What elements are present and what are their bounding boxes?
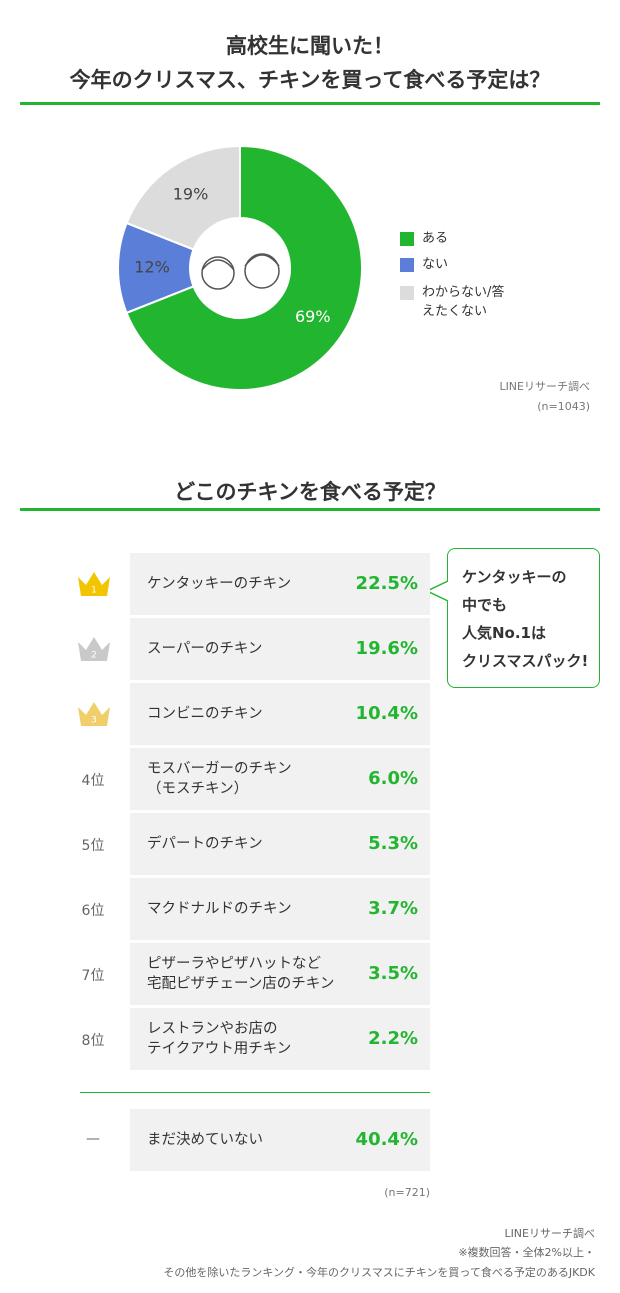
- item-value: 5.3%: [368, 833, 418, 854]
- item-value: 19.6%: [355, 638, 418, 659]
- title: 高校生に聞いた！: [226, 34, 394, 58]
- value-label: 69%: [295, 307, 331, 326]
- item-value: 2.2%: [368, 1028, 418, 1049]
- donut-chart: 69% 12% 19%: [117, 144, 363, 391]
- item-value: 3.5%: [368, 963, 418, 984]
- crown-shape: [78, 637, 110, 661]
- legend-label: わからない/答えたくない: [422, 285, 505, 319]
- subtitle: 今年のクリスマス、チキンを買って食べる予定は？: [69, 68, 551, 92]
- rank-label: 4位: [81, 773, 105, 789]
- rank-label: 5位: [81, 838, 105, 854]
- legend-swatch: [400, 286, 414, 300]
- crown: 2: [78, 637, 110, 661]
- crown: 1: [78, 572, 110, 596]
- legend-swatch: [400, 232, 414, 246]
- item-value: 3.7%: [368, 898, 418, 919]
- ranking-row: [130, 1008, 430, 1070]
- legend-label: ある: [422, 231, 449, 246]
- ranking-row: [130, 553, 430, 615]
- rank-label: 8位: [81, 1033, 105, 1049]
- sample-size: (n=1043): [537, 400, 590, 413]
- item-name: ケンタッキーのチキン: [147, 576, 292, 592]
- ranking-row: [130, 878, 430, 940]
- rank-number: 3: [91, 716, 97, 726]
- rank-number: 2: [91, 651, 97, 661]
- crown: 3: [78, 702, 110, 726]
- item-name: モスバーガーのチキン （モスチキン）: [147, 761, 292, 797]
- footer: その他を除いたランキング・今年のクリスマスにチキンを買って食べる予定のあるJKD…: [163, 1266, 595, 1279]
- rule: [20, 102, 600, 105]
- item-value: 6.0%: [368, 768, 418, 789]
- donut-hole: [190, 218, 290, 318]
- rank-label: 6位: [81, 903, 105, 919]
- divider: [80, 1092, 430, 1093]
- ranking-row: [130, 618, 430, 680]
- item-name: デパートのチキン: [147, 836, 263, 852]
- rank-label: 7位: [81, 968, 105, 984]
- ranking-note: (n=721): [384, 1186, 430, 1199]
- ranking-row: [130, 943, 430, 1005]
- footer: ※複数回答・全体2%以上・: [458, 1246, 595, 1259]
- item-value: 22.5%: [355, 573, 418, 594]
- value-label: 12%: [134, 258, 170, 277]
- item-value: 40.4%: [355, 1129, 418, 1150]
- rank-label: —: [86, 1131, 100, 1147]
- item-name: スーパーのチキン: [147, 641, 263, 657]
- legend-swatch: [400, 258, 414, 272]
- rank-number: 1: [91, 586, 97, 596]
- faces: [201, 253, 280, 290]
- item-name: まだ決めていない: [147, 1132, 263, 1148]
- item-value: 10.4%: [355, 703, 418, 724]
- callout: ケンタッキーの 中でも 人気No.1は クリスマスパック!: [447, 548, 600, 688]
- ranking-row: [130, 683, 430, 745]
- ranking-title: どこのチキンを食べる予定？: [174, 480, 446, 504]
- item-name: コンビニのチキン: [147, 706, 263, 722]
- ranking-row: [130, 813, 430, 875]
- legend-label: ない: [422, 257, 449, 272]
- crown-shape: [78, 702, 110, 726]
- item-name: レストランやお店の テイクアウト用チキン: [147, 1021, 292, 1057]
- rule: [20, 508, 600, 511]
- source: LINEリサーチ調べ: [499, 380, 590, 393]
- item-name: ピザーラやピザハットなど 宅配ピザチェーン店のチキン: [147, 956, 335, 992]
- crown-shape: [78, 572, 110, 596]
- ranking-row: [130, 748, 430, 810]
- ranking-row: [130, 1109, 430, 1171]
- value-label: 19%: [173, 185, 209, 204]
- item-name: マクドナルドのチキン: [147, 901, 292, 917]
- footer: LINEリサーチ調べ: [504, 1227, 595, 1240]
